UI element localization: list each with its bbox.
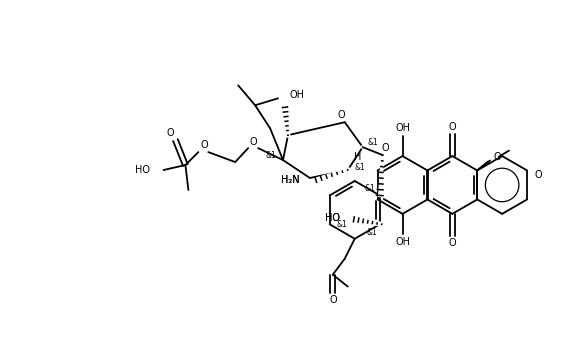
Text: HO: HO — [325, 214, 340, 223]
Text: H₂N: H₂N — [281, 175, 300, 185]
Text: &1: &1 — [336, 220, 347, 229]
Text: &1: &1 — [366, 228, 377, 237]
Text: HO: HO — [135, 165, 150, 175]
Text: O: O — [201, 140, 208, 150]
Text: OH: OH — [395, 237, 410, 247]
Text: &1: &1 — [364, 184, 375, 193]
Text: O: O — [493, 152, 501, 162]
Text: O: O — [449, 122, 456, 132]
Text: O: O — [338, 110, 346, 120]
Text: HO: HO — [325, 214, 340, 223]
Text: &1: &1 — [367, 138, 378, 147]
Text: O: O — [167, 128, 174, 138]
Text: O: O — [449, 238, 456, 248]
Text: &1: &1 — [354, 162, 365, 172]
Text: H₂N: H₂N — [281, 175, 300, 185]
Text: O: O — [382, 143, 390, 153]
Text: O: O — [249, 137, 257, 147]
Text: OH: OH — [290, 90, 305, 100]
Text: &1: &1 — [266, 150, 276, 160]
Text: H: H — [354, 152, 362, 162]
Text: O: O — [329, 294, 336, 304]
Text: O: O — [534, 170, 541, 180]
Text: OH: OH — [395, 123, 410, 133]
